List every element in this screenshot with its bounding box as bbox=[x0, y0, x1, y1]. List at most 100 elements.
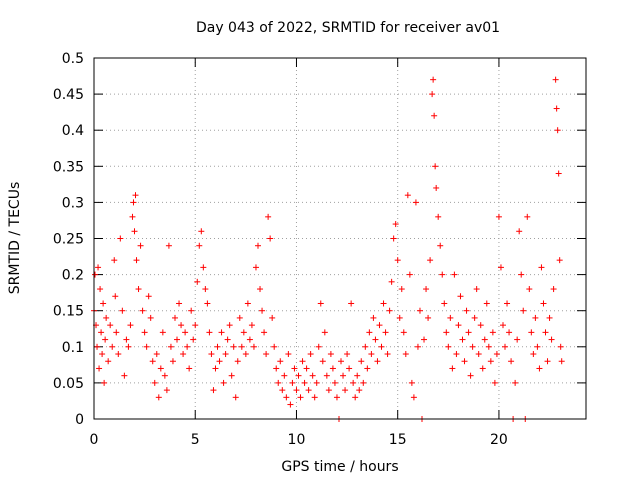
data-point bbox=[400, 329, 407, 336]
data-point bbox=[538, 264, 545, 271]
data-point bbox=[441, 300, 448, 307]
data-point bbox=[287, 401, 294, 408]
data-point bbox=[157, 365, 164, 372]
data-point bbox=[269, 314, 276, 321]
data-point bbox=[540, 300, 547, 307]
data-point bbox=[457, 293, 464, 300]
data-point bbox=[348, 300, 355, 307]
data-point bbox=[261, 329, 268, 336]
y-tick-label: 0.05 bbox=[53, 376, 84, 392]
data-point bbox=[107, 322, 114, 329]
data-point bbox=[325, 387, 332, 394]
data-point bbox=[461, 358, 468, 365]
data-point bbox=[485, 343, 492, 350]
data-point bbox=[218, 329, 225, 336]
data-point bbox=[130, 199, 137, 206]
data-point bbox=[176, 300, 183, 307]
y-axis-label: SRMTID / TECUs bbox=[7, 182, 23, 295]
data-point bbox=[188, 307, 195, 314]
data-point bbox=[342, 387, 349, 394]
data-point bbox=[210, 387, 217, 394]
data-point bbox=[479, 365, 486, 372]
data-point bbox=[159, 329, 166, 336]
data-point bbox=[463, 307, 470, 314]
data-point bbox=[279, 387, 286, 394]
data-point bbox=[293, 387, 300, 394]
data-point bbox=[421, 336, 428, 343]
data-point bbox=[285, 351, 292, 358]
data-point bbox=[244, 300, 251, 307]
y-tick-label: 0 bbox=[75, 412, 84, 428]
data-point bbox=[190, 336, 197, 343]
data-point bbox=[360, 379, 367, 386]
data-point bbox=[236, 314, 243, 321]
data-point bbox=[155, 394, 162, 401]
data-point bbox=[109, 343, 116, 350]
data-point bbox=[297, 394, 304, 401]
data-point bbox=[206, 329, 213, 336]
data-point bbox=[327, 351, 334, 358]
data-point bbox=[317, 300, 324, 307]
data-point bbox=[151, 379, 158, 386]
data-point bbox=[416, 307, 423, 314]
data-point bbox=[101, 379, 108, 386]
plot-frame bbox=[93, 57, 587, 420]
data-point bbox=[226, 322, 233, 329]
data-point bbox=[504, 300, 511, 307]
data-point bbox=[526, 286, 533, 293]
data-point bbox=[257, 286, 264, 293]
data-point bbox=[259, 307, 266, 314]
y-tick-label: 0.45 bbox=[53, 87, 84, 103]
data-point bbox=[412, 199, 419, 206]
data-point bbox=[131, 228, 138, 235]
data-point bbox=[174, 336, 181, 343]
data-point bbox=[368, 351, 375, 358]
data-point bbox=[112, 293, 119, 300]
data-point bbox=[394, 257, 401, 264]
data-point bbox=[204, 300, 211, 307]
data-point bbox=[406, 271, 413, 278]
data-point bbox=[240, 329, 247, 336]
data-point bbox=[252, 264, 259, 271]
data-point bbox=[447, 314, 454, 321]
data-point bbox=[445, 343, 452, 350]
data-point bbox=[196, 242, 203, 249]
data-point bbox=[119, 307, 126, 314]
data-point bbox=[459, 336, 466, 343]
data-point bbox=[271, 343, 278, 350]
data-point bbox=[414, 343, 421, 350]
data-point bbox=[344, 351, 351, 358]
data-point bbox=[338, 358, 345, 365]
data-point bbox=[553, 105, 560, 112]
data-point bbox=[386, 307, 393, 314]
data-point bbox=[267, 235, 274, 242]
data-point bbox=[380, 300, 387, 307]
data-point bbox=[321, 329, 328, 336]
data-point bbox=[402, 351, 409, 358]
data-point bbox=[127, 322, 134, 329]
data-point bbox=[165, 242, 172, 249]
data-point bbox=[265, 213, 272, 220]
data-point bbox=[558, 358, 565, 365]
data-point bbox=[95, 264, 102, 271]
data-point bbox=[100, 300, 107, 307]
data-point bbox=[495, 213, 502, 220]
data-point bbox=[180, 351, 187, 358]
data-point bbox=[469, 343, 476, 350]
data-point bbox=[305, 387, 312, 394]
data-point bbox=[516, 228, 523, 235]
data-point bbox=[301, 379, 308, 386]
data-point bbox=[115, 351, 122, 358]
data-point bbox=[143, 343, 150, 350]
data-point bbox=[163, 387, 170, 394]
data-point bbox=[352, 394, 359, 401]
data-point bbox=[390, 235, 397, 242]
data-point bbox=[111, 257, 118, 264]
data-point bbox=[99, 351, 106, 358]
data-point bbox=[230, 343, 237, 350]
data-point bbox=[139, 307, 146, 314]
data-point bbox=[512, 379, 519, 386]
data-point bbox=[186, 365, 193, 372]
data-point bbox=[467, 372, 474, 379]
